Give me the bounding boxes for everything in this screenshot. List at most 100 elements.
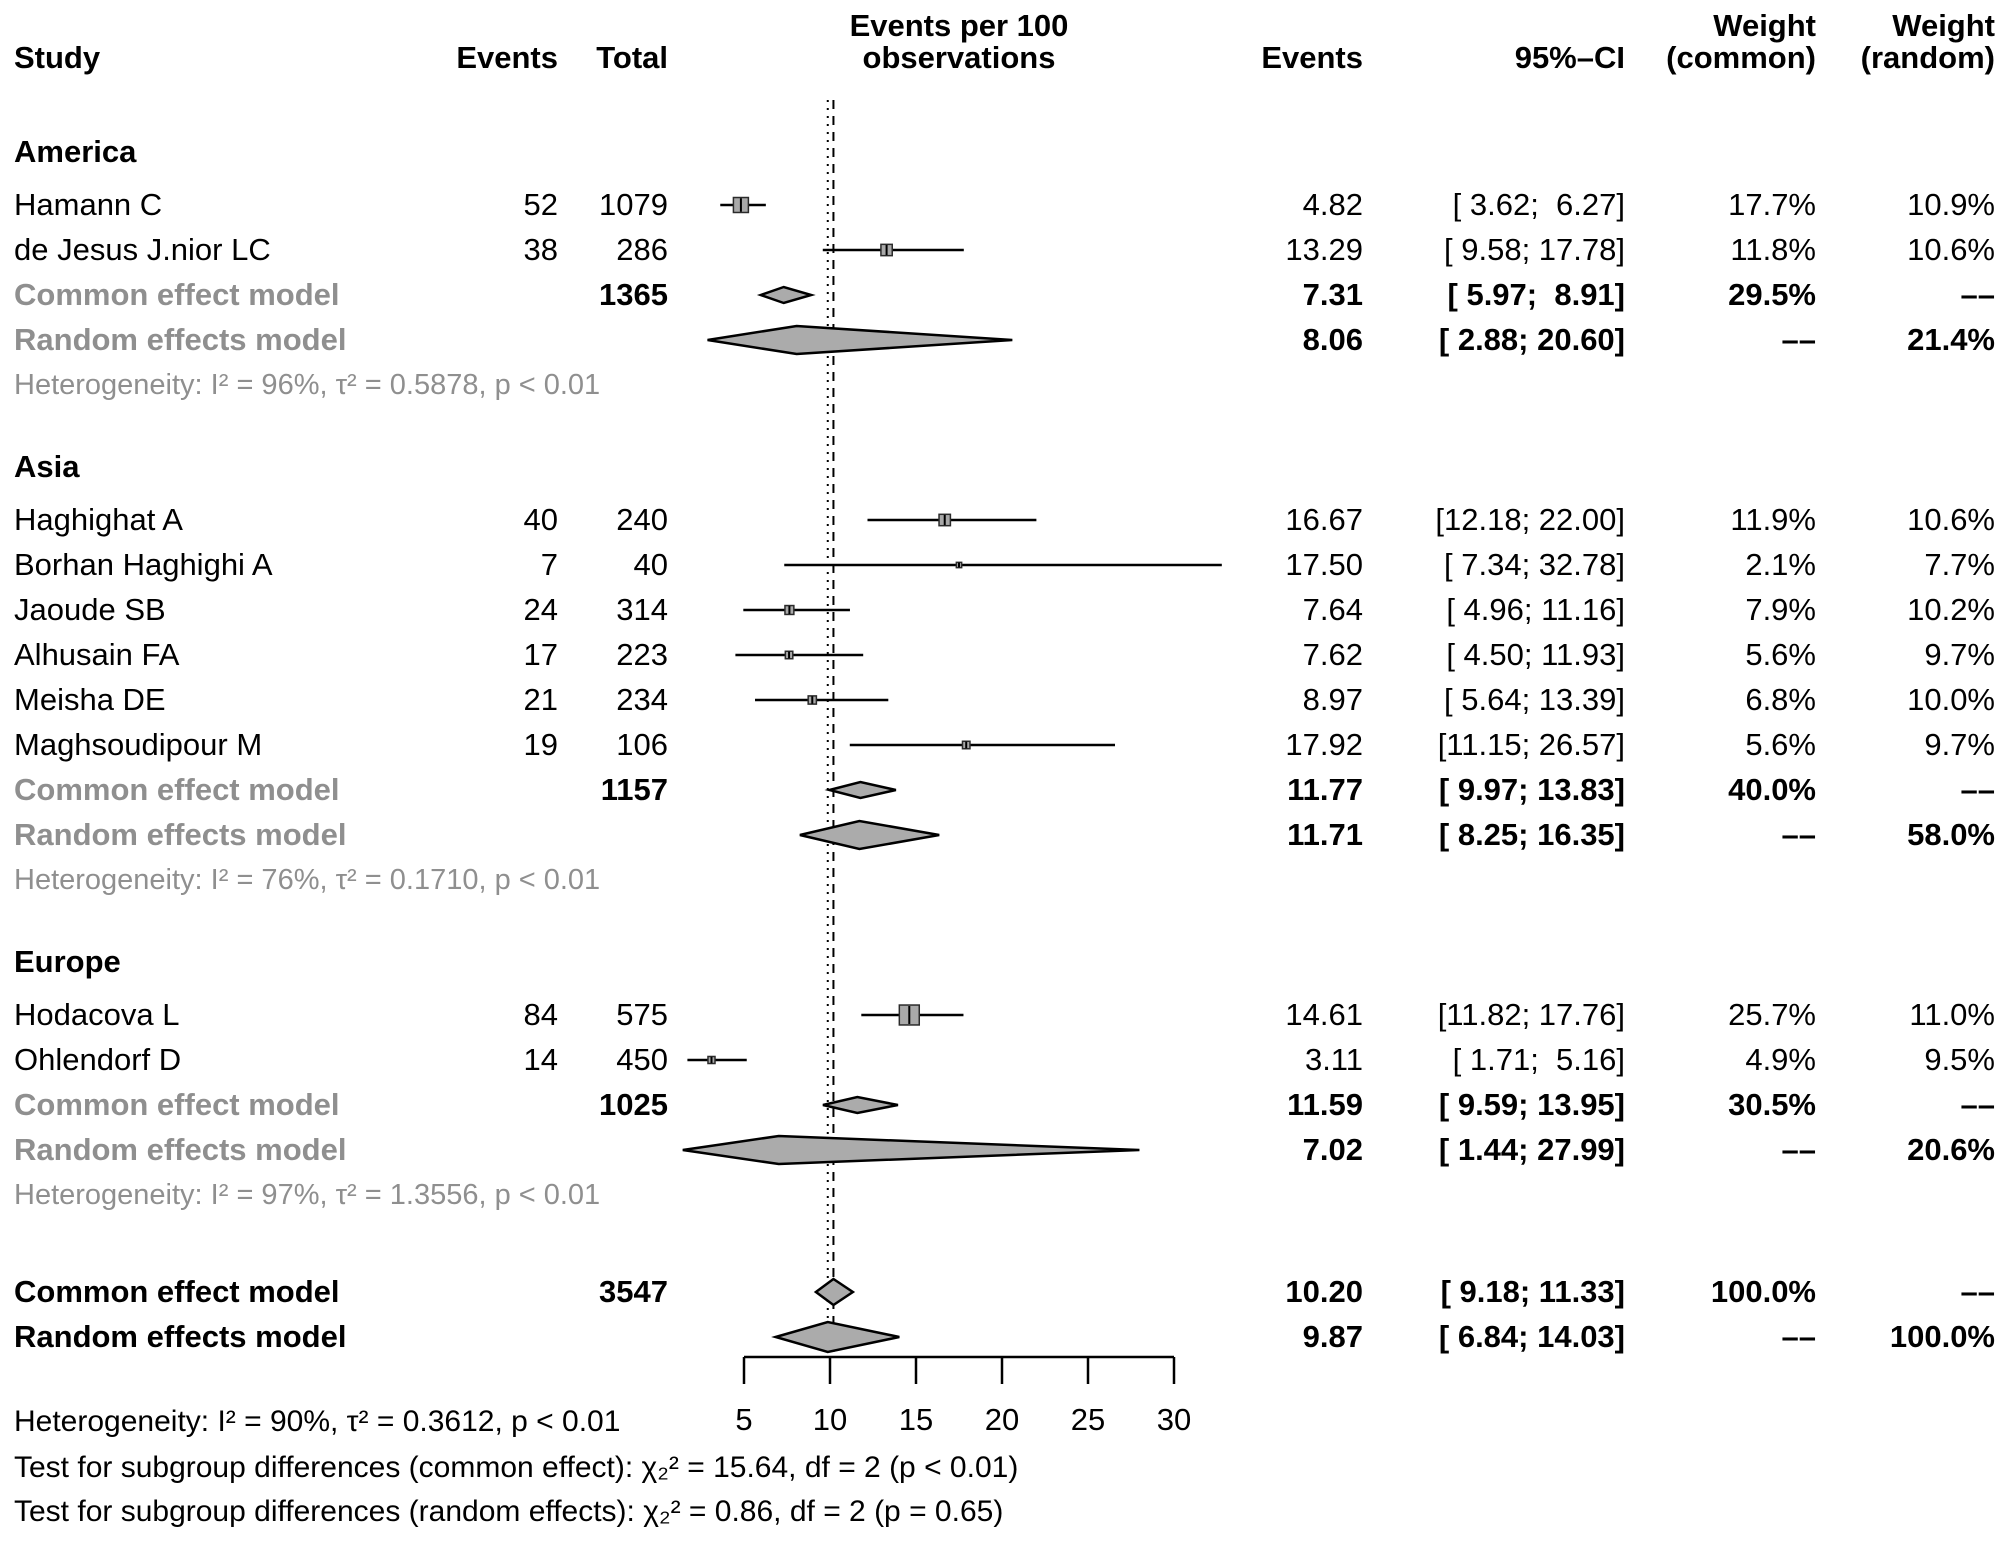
study-ci: [ 5.64; 13.39]	[1444, 682, 1625, 717]
study-ci: [11.15; 26.57]	[1437, 727, 1625, 762]
pooled-effect: 11.59	[1287, 1087, 1363, 1122]
study-effect: 17.92	[1285, 727, 1363, 762]
pooled-label: Common effect model	[14, 772, 340, 807]
study-ci: [ 3.62; 6.27]	[1452, 187, 1625, 222]
subgroup-test-common-text: Test for subgroup differences (common ef…	[14, 1451, 1019, 1484]
group-label: America	[14, 134, 137, 169]
pooled-weight-random: ––	[1960, 1274, 1995, 1309]
pooled-weight-common: 40.0%	[1728, 772, 1816, 807]
pooled-diamond-random	[771, 1320, 900, 1354]
study-events: 84	[523, 997, 558, 1032]
study-label: Hodacova L	[14, 997, 180, 1032]
study-total: 314	[616, 592, 668, 627]
group-label: Europe	[14, 944, 121, 979]
study-weight-common: 17.7%	[1728, 187, 1816, 222]
study-weight-random: 10.9%	[1907, 187, 1995, 222]
x-axis-tick-label: 25	[1070, 1402, 1106, 1437]
column-header-weight-common-line2: (common)	[1666, 40, 1816, 75]
column-header-weight-random-line1: Weight	[1892, 8, 1995, 43]
column-header-plot-line2: observations	[862, 40, 1056, 75]
study-weight-random: 10.2%	[1907, 592, 1995, 627]
pooled-label: Random effects model	[14, 322, 347, 357]
column-header-plot-line1: Events per 100	[849, 8, 1069, 43]
study-weight-common: 5.6%	[1745, 637, 1816, 672]
study-total: 106	[616, 727, 668, 762]
study-ci: [ 4.50; 11.93]	[1446, 637, 1625, 672]
study-events: 7	[540, 547, 558, 582]
pooled-weight-random: ––	[1960, 1087, 1995, 1122]
pooled-weight-random: 20.6%	[1907, 1132, 1995, 1167]
study-weight-random: 9.7%	[1924, 727, 1995, 762]
study-effect: 8.97	[1302, 682, 1363, 717]
study-total: 450	[616, 1042, 668, 1077]
pooled-label: Common effect model	[14, 1274, 340, 1309]
study-effect: 17.50	[1285, 547, 1363, 582]
study-label: Maghsoudipour M	[14, 727, 263, 762]
pooled-effect: 8.06	[1302, 322, 1363, 357]
study-weight-random: 9.7%	[1924, 637, 1995, 672]
pooled-ci: [ 6.84; 14.03]	[1438, 1319, 1625, 1354]
study-weight-random: 10.0%	[1907, 682, 1995, 717]
study-effect: 13.29	[1285, 232, 1363, 267]
subgroup-test-random-text: Test for subgroup differences (random ef…	[14, 1495, 1004, 1528]
study-ci: [ 7.34; 32.78]	[1444, 547, 1625, 582]
column-header-events-right: Events	[1261, 40, 1363, 75]
pooled-effect: 11.77	[1287, 772, 1363, 807]
pooled-label: Random effects model	[14, 817, 347, 852]
study-weight-common: 2.1%	[1745, 547, 1816, 582]
x-axis-tick-label: 30	[1156, 1402, 1192, 1437]
pooled-effect: 7.02	[1302, 1132, 1363, 1167]
group-label: Asia	[14, 449, 80, 484]
study-weight-common: 7.9%	[1745, 592, 1816, 627]
study-events: 52	[523, 187, 558, 222]
study-effect: 14.61	[1285, 997, 1363, 1032]
study-events: 17	[523, 637, 558, 672]
study-weight-common: 11.9%	[1730, 502, 1816, 537]
pooled-ci: [ 9.18; 11.33]	[1440, 1274, 1625, 1309]
pooled-weight-random: ––	[1960, 277, 1995, 312]
study-events: 40	[523, 502, 558, 537]
study-label: Alhusain FA	[14, 637, 180, 672]
study-total: 234	[616, 682, 668, 717]
column-header-ci: 95%–CI	[1514, 40, 1625, 75]
pooled-effect: 9.87	[1302, 1319, 1363, 1354]
study-label: de Jesus J.nior LC	[14, 232, 271, 267]
pooled-diamond-common	[824, 780, 897, 800]
column-header-weight-common-line1: Weight	[1713, 8, 1816, 43]
study-weight-common: 25.7%	[1728, 997, 1816, 1032]
study-ci: [11.82; 17.76]	[1437, 997, 1625, 1032]
study-events: 19	[523, 727, 558, 762]
pooled-weight-common: ––	[1781, 1132, 1816, 1167]
column-header-total: Total	[596, 40, 668, 75]
study-weight-random: 9.5%	[1924, 1042, 1995, 1077]
pooled-label: Random effects model	[14, 1319, 347, 1354]
study-ci: [12.18; 22.00]	[1435, 502, 1625, 537]
pooled-weight-common: 100.0%	[1710, 1274, 1816, 1309]
study-label: Jaoude SB	[14, 592, 166, 627]
pooled-ci: [ 1.44; 27.99]	[1438, 1132, 1625, 1167]
x-axis-tick-label: 15	[898, 1402, 934, 1437]
pooled-effect: 10.20	[1285, 1274, 1363, 1309]
study-total: 575	[616, 997, 668, 1032]
pooled-ci: [ 2.88; 20.60]	[1438, 322, 1625, 357]
study-weight-common: 6.8%	[1745, 682, 1816, 717]
column-header-weight-random-line2: (random)	[1860, 40, 1995, 75]
pooled-diamond-common	[822, 1095, 899, 1115]
study-total: 1079	[599, 187, 668, 222]
pooled-label: Common effect model	[14, 1087, 340, 1122]
study-events: 38	[523, 232, 558, 267]
pooled-total: 1025	[599, 1087, 668, 1122]
study-ci: [ 4.96; 11.16]	[1446, 592, 1625, 627]
pooled-weight-random: 100.0%	[1889, 1319, 1995, 1354]
pooled-total: 1157	[600, 772, 668, 807]
pooled-weight-common: 29.5%	[1728, 277, 1816, 312]
pooled-ci: [ 9.97; 13.83]	[1438, 772, 1625, 807]
overall-heterogeneity-text: Heterogeneity: I² = 90%, τ² = 0.3612, p …	[14, 1405, 621, 1438]
study-weight-random: 7.7%	[1924, 547, 1995, 582]
study-total: 40	[633, 547, 668, 582]
study-effect: 7.64	[1302, 592, 1363, 627]
study-effect: 4.82	[1302, 187, 1363, 222]
pooled-ci: [ 9.59; 13.95]	[1438, 1087, 1625, 1122]
x-axis-tick-label: 10	[812, 1402, 848, 1437]
